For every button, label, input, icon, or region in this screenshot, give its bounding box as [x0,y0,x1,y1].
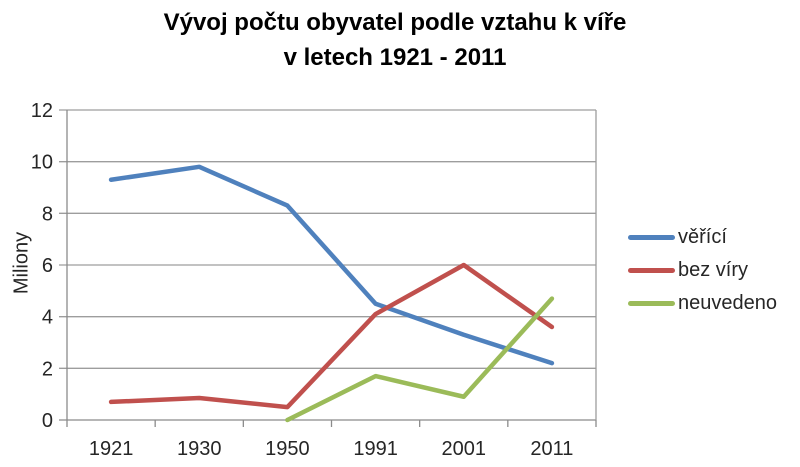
series-line-2 [285,296,555,423]
chart-title-line1: Vývoj počtu obyvatel podle vztahu k víře [163,9,627,36]
x-tick-label-1950: 1950 [265,438,310,460]
legend-label-verici: věřící [678,226,727,248]
legend-line-sample-verici [628,235,675,240]
legend-entry-bez-viry: bez víry [628,254,777,287]
x-tick-label-2011: 2011 [530,438,573,460]
y-tick-label-12: 12 [31,100,53,122]
y-tick-label-4: 4 [42,307,53,329]
y-tick-label-2: 2 [42,358,53,380]
legend-label-neuvedeno: neuvedeno [678,292,777,314]
series-line-1 [108,262,555,410]
legend-entry-neuvedeno: neuvedeno [628,287,777,320]
x-tick-label-2001: 2001 [442,438,487,460]
legend-label-bez-viry: bez víry [678,259,749,281]
y-tick-label-10: 10 [31,152,53,174]
y-tick-label-8: 8 [42,203,53,225]
series-line-0 [108,164,555,366]
legend-entry-verici: věřící [628,221,777,254]
legend: věřící bez víry neuvedeno [628,221,777,320]
chart-title: Vývoj počtu obyvatel podle vztahu k víře… [0,5,790,75]
legend-line-sample-neuvedeno [628,301,675,306]
x-tick-label-1930: 1930 [177,438,222,460]
legend-line-sample-bez-viry [628,268,675,273]
x-tick-label-1921: 1921 [89,438,134,460]
y-tick-label-0: 0 [42,410,53,432]
chart-title-line2: v letech 1921 - 2011 [283,44,507,71]
x-tick-label-1991: 1991 [353,438,398,460]
y-tick-label-6: 6 [42,255,53,277]
